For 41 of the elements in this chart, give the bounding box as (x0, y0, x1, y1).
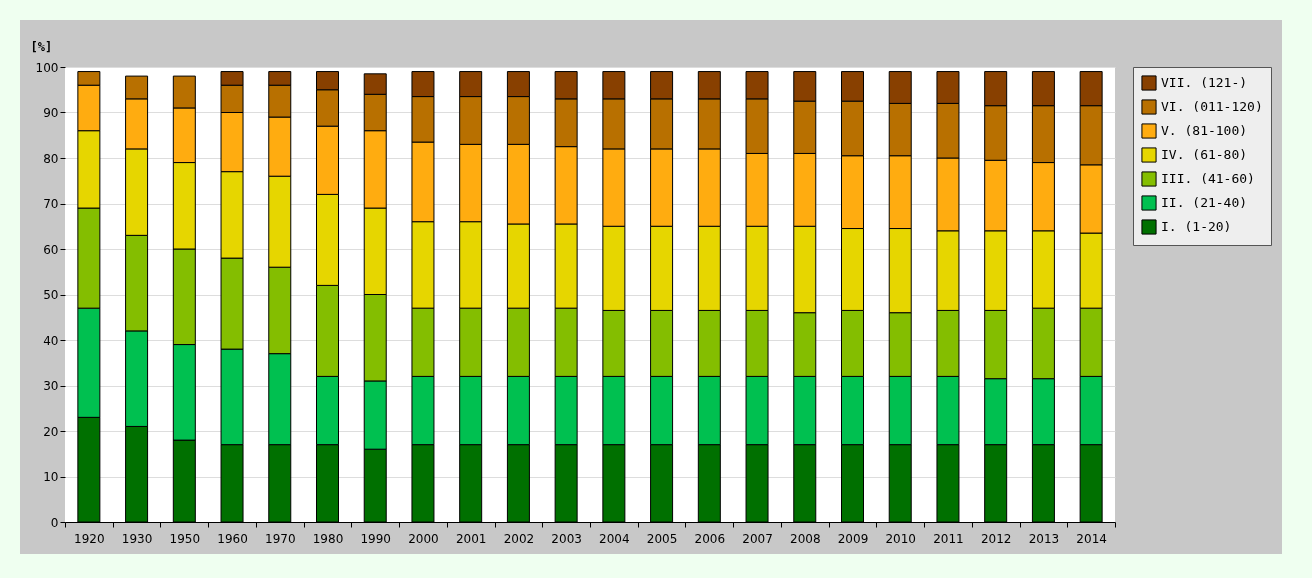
y-tick-label: 90 (43, 106, 59, 120)
y-tick-label: 100 (35, 60, 59, 75)
legend-label: VI. (011-120) (1161, 99, 1263, 114)
legend-label: VII. (121-) (1161, 75, 1248, 90)
legend-label: I. (1-20) (1161, 219, 1232, 234)
x-tick-label: 2005 (646, 531, 678, 546)
y-tick-label: 20 (43, 424, 59, 439)
x-tick-label: 2008 (790, 531, 821, 546)
x-tick-label: 2013 (1028, 531, 1060, 546)
x-tick-label: 2003 (551, 531, 582, 546)
legend-label: IV. (61-80) (1161, 147, 1248, 162)
y-tick-label: 10 (43, 470, 59, 484)
y-tick-label: 0 (50, 515, 59, 530)
x-tick-label: 2010 (885, 531, 916, 546)
x-tick-label: 2009 (837, 531, 869, 546)
x-tick-label: 1970 (265, 531, 296, 546)
x-tick-label: 2002 (503, 531, 535, 546)
x-tick-label: 2001 (455, 531, 487, 546)
x-tick-label: 1930 (121, 531, 153, 546)
x-tick-label: 2004 (599, 531, 630, 546)
legend-label: V. (81-100) (1161, 123, 1248, 138)
x-tick-label: 2000 (408, 531, 439, 546)
x-tick-label: 1990 (360, 531, 391, 546)
y-tick-label: 80 (43, 151, 59, 166)
x-tick-label: 1960 (217, 531, 248, 546)
x-tick-label: 2012 (980, 531, 1012, 546)
x-tick-label: 2007 (742, 531, 773, 546)
x-tick-label: 2006 (694, 531, 726, 546)
x-tick-label: 2014 (1076, 531, 1107, 546)
y-tick-label: 50 (43, 288, 59, 302)
x-tick-label: 2011 (933, 531, 964, 546)
y-tick-label: 70 (43, 197, 59, 211)
x-tick-label: 1980 (312, 531, 344, 546)
legend-label: III. (41-60) (1161, 171, 1255, 186)
y-axis-title: [%] (30, 39, 53, 54)
x-tick-label: 1950 (169, 531, 201, 546)
legend-label: II. (21-40) (1161, 195, 1248, 210)
y-tick-label: 30 (43, 379, 59, 393)
y-tick-label: 40 (43, 333, 59, 348)
x-tick-label: 1920 (74, 531, 105, 546)
y-tick-label: 60 (43, 242, 59, 257)
